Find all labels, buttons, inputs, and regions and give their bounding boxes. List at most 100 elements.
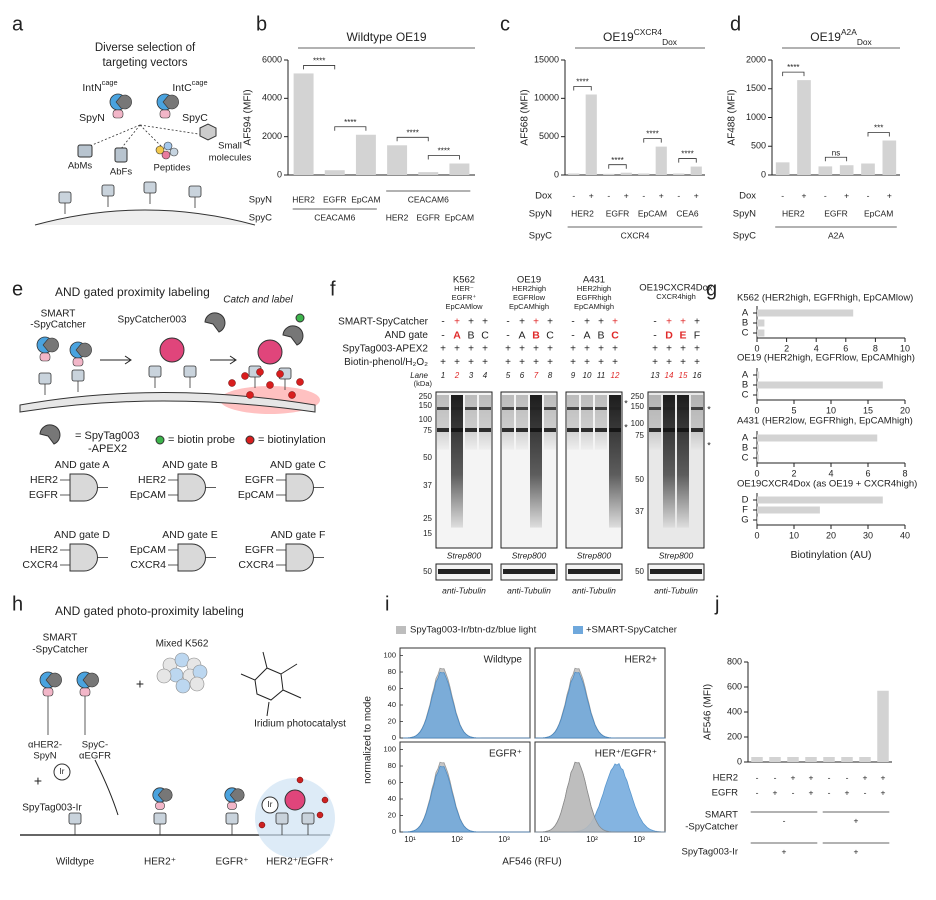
label: HER2⁺: [144, 857, 176, 868]
label: Catch and label: [223, 295, 293, 306]
significance-label: ****: [611, 156, 623, 165]
label: EpCAMlow: [445, 302, 483, 311]
label: 1: [441, 371, 445, 380]
label: SpyC: [182, 112, 208, 124]
k562-cell: [156, 668, 172, 684]
row-cell: HER2: [292, 194, 315, 204]
row-cell: -: [756, 772, 759, 782]
bar: [805, 757, 817, 762]
binder-cap: [229, 788, 245, 802]
panel-letter: h: [12, 593, 23, 615]
histogram-frame: [399, 647, 531, 739]
bar: [861, 163, 875, 175]
row-label: SpyTag003-Ir: [681, 847, 738, 858]
label: 80: [388, 761, 396, 770]
x-tick-label: 2: [784, 343, 789, 353]
label: AND gate E: [162, 529, 217, 541]
y-axis-title: AF546 (MFI): [703, 684, 714, 740]
arrow-head: [229, 355, 237, 365]
label: AbMs: [68, 161, 93, 172]
lane-smear: [544, 395, 556, 450]
label: -: [441, 329, 445, 341]
biotinylation-dot: [288, 391, 296, 399]
legend-swatch: [573, 626, 583, 634]
label: AND gate: [385, 330, 429, 341]
label: C: [481, 329, 489, 341]
label: HER2: [30, 544, 58, 556]
label: +: [547, 317, 553, 328]
chart-title: OE19A2ADox: [810, 27, 872, 47]
significance-bracket: [824, 156, 848, 162]
label: 50: [635, 475, 644, 484]
row-label: SMART: [705, 810, 738, 821]
row-label: HER2: [713, 773, 738, 784]
row-cell: A2A: [828, 230, 844, 240]
label: molecules: [209, 153, 252, 164]
x-tick-label: 2: [791, 468, 796, 478]
lane-smear: [479, 395, 491, 450]
bar: [324, 170, 345, 175]
label: +: [584, 317, 590, 328]
receptor: [68, 812, 82, 825]
row-cell: +: [881, 787, 886, 797]
label: 15: [423, 529, 432, 538]
x-tick-label: 0: [754, 530, 759, 540]
row-cell: EpCAM: [351, 194, 380, 204]
binder-cap: [75, 342, 92, 358]
label: +: [482, 344, 488, 355]
label: *: [707, 440, 711, 450]
bar: [757, 329, 765, 337]
label: 6: [520, 371, 525, 380]
y-tick-label: 1500: [746, 83, 766, 93]
label: 250: [631, 392, 645, 401]
band: [567, 428, 579, 432]
label: +: [468, 344, 474, 355]
label: 37: [635, 507, 644, 516]
label: +: [454, 344, 460, 355]
panel-letter: a: [12, 13, 24, 35]
label: 10²: [586, 835, 598, 844]
label: 40: [388, 700, 396, 709]
label: = biotin probe: [168, 434, 235, 446]
x-tick-label: 6: [865, 468, 870, 478]
label: +: [612, 344, 618, 355]
band: [437, 407, 449, 410]
label: 8: [548, 371, 553, 380]
label-part: Dox: [662, 37, 678, 47]
y-tick-label: 0: [554, 169, 559, 179]
icon-peptide: [161, 150, 171, 160]
significance-label: ****: [313, 57, 325, 66]
biotin-probe: [295, 313, 305, 323]
bar: [757, 454, 759, 462]
row-cell: EGFR: [824, 208, 848, 218]
lane-smear: [567, 395, 579, 450]
row-cell: CXCR4: [621, 230, 650, 240]
label: *: [624, 398, 628, 408]
binder-cap: [82, 672, 99, 688]
label: +: [694, 344, 700, 355]
x-tick-label: 0: [754, 405, 759, 415]
label: HER⁻: [454, 284, 474, 293]
label: +: [533, 344, 539, 355]
biotinylation-legend: [245, 435, 255, 445]
lane-smear: [677, 395, 689, 528]
band: [649, 407, 661, 410]
receptor: [101, 184, 115, 197]
label-part: OE19: [603, 30, 634, 44]
bar: [775, 162, 790, 175]
label-dot: [321, 796, 329, 804]
category-label: A: [742, 370, 749, 381]
panel-letter: d: [730, 13, 741, 35]
row-cell: EpCAM: [638, 208, 667, 218]
label: EpCAM: [130, 544, 166, 556]
band: [595, 407, 607, 410]
row-label: SpyN: [733, 209, 756, 220]
label: C: [611, 329, 619, 341]
label: +: [680, 344, 686, 355]
label: 10³: [633, 835, 645, 844]
label: 20: [388, 810, 396, 819]
band: [437, 428, 449, 432]
row-cell: -: [756, 787, 759, 797]
significance-bracket: [867, 132, 890, 137]
label: 12: [611, 371, 620, 380]
